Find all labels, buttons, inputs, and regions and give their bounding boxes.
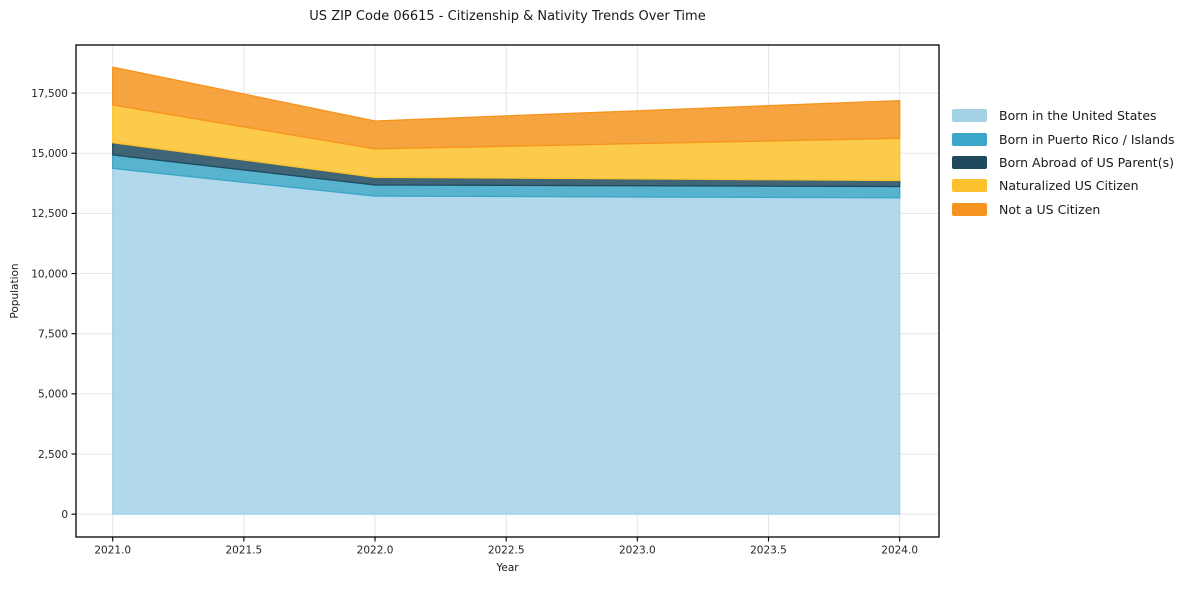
- x-tick-label: 2022.5: [488, 545, 525, 557]
- legend-row: Born in the United States: [952, 104, 1175, 127]
- x-tick-label: 2021.5: [226, 545, 263, 557]
- x-tick-label: 2021.0: [94, 545, 131, 557]
- chart-title: US ZIP Code 06615 - Citizenship & Nativi…: [309, 9, 706, 24]
- legend-label: Born in Puerto Rico / Islands: [999, 131, 1175, 147]
- x-axis-label: Year: [496, 562, 519, 574]
- y-tick-label: 7,500: [38, 329, 68, 341]
- y-tick-label: 0: [61, 509, 68, 521]
- legend-swatch-1: [952, 132, 987, 146]
- legend-label: Born in the United States: [999, 108, 1157, 124]
- legend-row: Born in Puerto Rico / Islands: [952, 127, 1175, 150]
- y-tick-label: 17,500: [31, 88, 68, 100]
- x-tick-label: 2023.5: [750, 545, 787, 557]
- y-axis-label: Population: [9, 263, 21, 319]
- legend-row: Naturalized US Citizen: [952, 174, 1175, 197]
- legend-label: Not a US Citizen: [999, 201, 1101, 217]
- x-tick-label: 2024.0: [881, 545, 918, 557]
- x-tick-label: 2023.0: [619, 545, 656, 557]
- y-tick-label: 10,000: [31, 268, 68, 280]
- legend-label: Naturalized US Citizen: [999, 178, 1139, 194]
- y-tick-label: 12,500: [31, 208, 68, 220]
- legend-swatch-0: [952, 109, 987, 123]
- legend-row: Not a US Citizen: [952, 198, 1175, 221]
- legend-row: Born Abroad of US Parent(s): [952, 151, 1175, 174]
- y-tick-label: 5,000: [38, 389, 68, 401]
- x-tick-label: 2022.0: [357, 545, 394, 557]
- y-tick-label: 15,000: [31, 148, 68, 160]
- legend-swatch-4: [952, 202, 987, 216]
- legend: Born in the United States Born in Puerto …: [952, 104, 1175, 221]
- area-series-4: [112, 66, 901, 150]
- plot-frame: [75, 44, 940, 538]
- legend-label: Born Abroad of US Parent(s): [999, 154, 1174, 170]
- area-series-0: [112, 167, 901, 515]
- legend-swatch-3: [952, 179, 987, 193]
- legend-swatch-2: [952, 155, 987, 169]
- y-tick-label: 2,500: [38, 449, 68, 461]
